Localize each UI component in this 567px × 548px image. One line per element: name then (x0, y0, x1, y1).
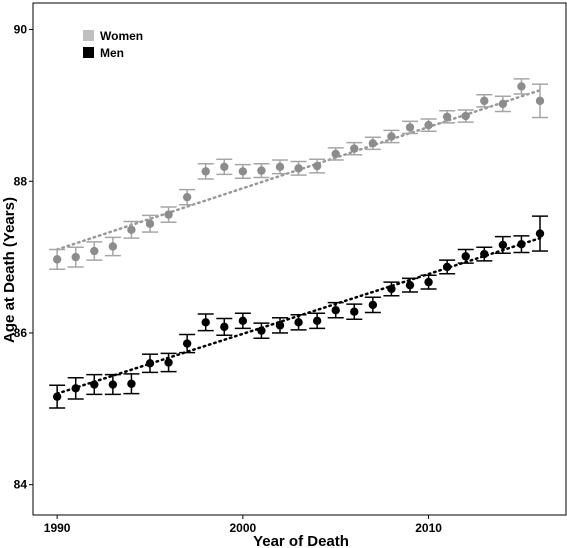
data-point-men (498, 240, 508, 250)
legend-label-men: Men (100, 46, 124, 60)
data-point-men (275, 321, 285, 330)
y-tick-label: 90 (14, 23, 28, 37)
data-point-women (275, 162, 285, 172)
data-point-women (90, 246, 99, 256)
data-point-men (52, 392, 62, 401)
legend: Women Men (83, 29, 143, 60)
data-point-men (294, 318, 303, 327)
data-point-women (71, 252, 80, 262)
data-point-men (201, 318, 210, 327)
data-point-women (294, 164, 303, 173)
data-point-women (331, 149, 340, 159)
data-point-men (108, 380, 118, 389)
data-point-men (331, 306, 340, 315)
legend-swatch-men (83, 47, 94, 58)
data-point-men (312, 316, 322, 326)
data-point-women (257, 166, 266, 175)
data-point-women (108, 242, 118, 251)
data-point-men (257, 326, 266, 335)
data-point-women (368, 139, 378, 148)
data-point-men (182, 339, 192, 348)
data-point-women (405, 123, 415, 132)
plot-area: 84 86 88 90 1990 2000 2010 (14, 2, 567, 535)
y-tick-label: 88 (14, 174, 28, 188)
data-point-men (480, 249, 489, 259)
y-axis-title: Age at Death (Years) (1, 197, 18, 343)
data-point-men (145, 359, 155, 368)
data-point-women (145, 219, 155, 228)
data-point-men (424, 277, 433, 287)
data-point-men (461, 252, 470, 261)
data-point-women (387, 132, 396, 141)
data-point-men (90, 380, 99, 389)
data-point-women (52, 255, 62, 264)
data-point-men (517, 240, 526, 249)
data-point-women (480, 96, 489, 106)
x-tick-label: 1990 (44, 521, 71, 535)
data-point-men (350, 307, 359, 316)
data-point-men (220, 322, 229, 332)
data-point-men (442, 262, 452, 272)
data-point-women (517, 82, 526, 91)
data-point-men (368, 300, 378, 310)
legend-label-women: Women (100, 29, 143, 43)
data-point-men (164, 358, 173, 367)
plot-frame (32, 2, 567, 516)
data-point-men (535, 229, 545, 238)
data-point-women (442, 112, 452, 121)
data-point-women (498, 99, 508, 109)
legend-swatch-women (83, 30, 94, 41)
data-point-women (312, 161, 322, 171)
data-point-women (164, 210, 173, 219)
data-point-women (350, 144, 359, 153)
data-point-men (71, 384, 80, 393)
data-point-men (387, 284, 396, 294)
x-tick-label: 2000 (230, 521, 257, 535)
data-point-men (127, 379, 136, 388)
x-tick-label: 2010 (415, 521, 442, 535)
data-point-women (461, 111, 470, 121)
data-point-women (220, 162, 229, 172)
data-point-women (182, 192, 192, 202)
data-point-women (201, 167, 210, 176)
y-tick-label: 86 (14, 326, 28, 340)
data-point-women (127, 225, 136, 234)
y-tick-label: 84 (14, 478, 28, 492)
data-point-women (535, 96, 545, 106)
data-point-men (405, 280, 415, 290)
data-point-women (424, 120, 433, 130)
data-point-men (238, 316, 248, 326)
data-point-women (238, 167, 248, 176)
x-axis-title: Year of Death (253, 533, 349, 548)
